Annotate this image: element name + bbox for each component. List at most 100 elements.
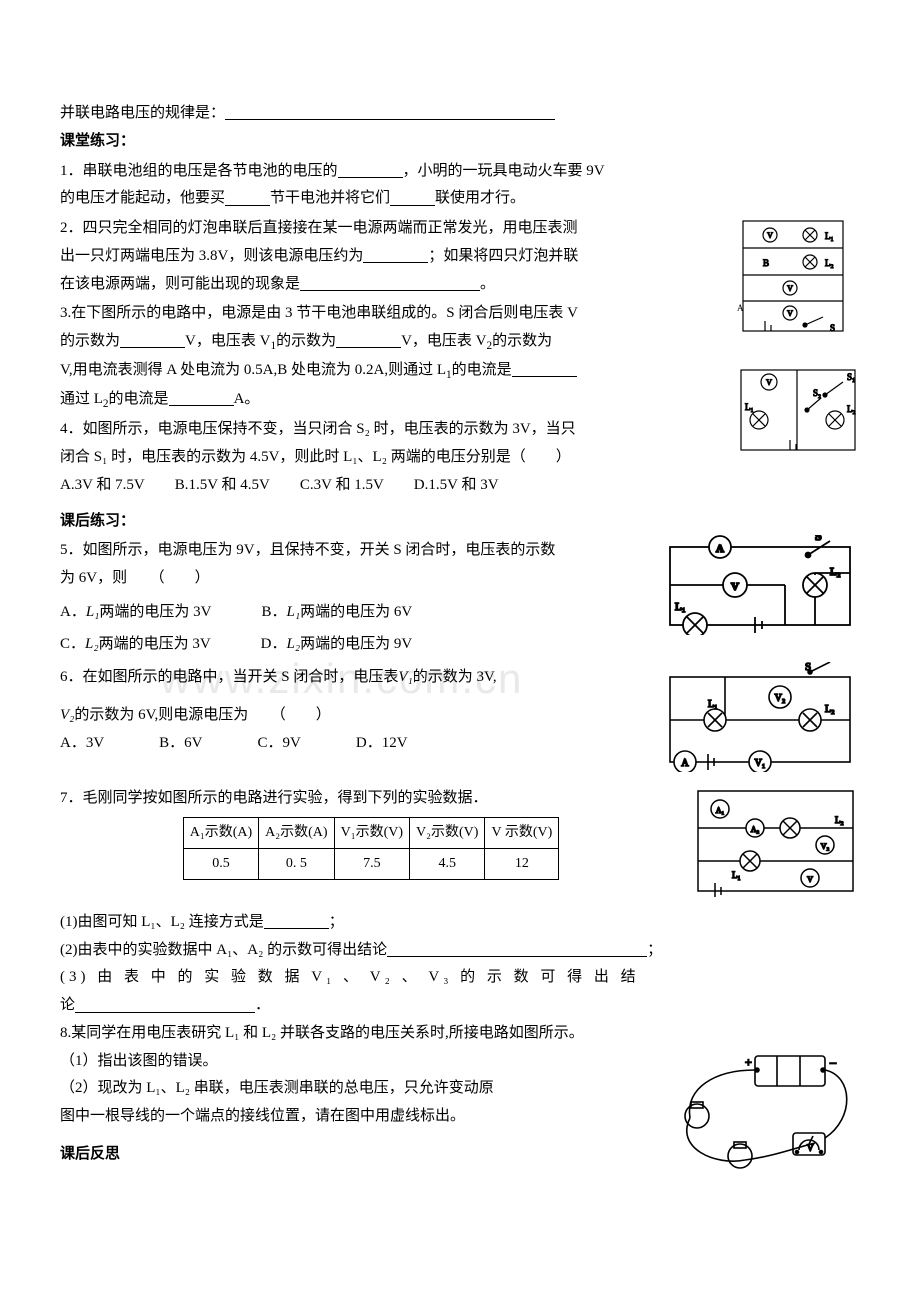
svg-text:S₂: S₂ <box>813 388 821 398</box>
blank <box>169 392 234 406</box>
q2-q3-q4-block: 2．四只完全相同的灯泡串联后直接接在某一电源两端而正常发光，用电压表测 出一只灯… <box>60 213 860 500</box>
q4-optB: B.1.5V 和 4.5V <box>175 472 270 500</box>
th-v1: V₁示数(V) <box>334 817 409 848</box>
question-4: 4．如图所示，电源电压保持不变，当只闭合 S₂ 时，电压表的示数为 3V，当只 … <box>60 416 727 499</box>
svg-text:L₂: L₂ <box>847 404 856 414</box>
q5-optD: D．L₂两端的电压为 9V <box>261 631 413 659</box>
circuit-diagram-q3: V L₁ L₂ B V V S A <box>735 213 850 343</box>
q6-v1: V₁ <box>398 669 412 685</box>
svg-text:S: S <box>830 323 835 333</box>
q7-sub1: (1)由图可知 L₁、L₂ 连接方式是； <box>60 909 860 937</box>
question-6: 6．在如图所示的电路中，当开关 S 闭合时，电压表V₁的示数为 3V, V₂的示… <box>60 664 652 730</box>
q6-figure: S V₂ L₁ L₂ A V₁ <box>660 662 860 783</box>
table-data-row: 0.5 0. 5 7.5 4.5 12 <box>183 848 559 879</box>
td-4: 12 <box>485 848 559 879</box>
q4-l2: 闭合 S₁ 时，电压表的示数为 4.5V，则此时 L₁、L₂ 两端的电压分别是（… <box>60 449 571 465</box>
svg-text:L₁: L₁ <box>745 402 754 412</box>
svg-text:V: V <box>787 309 793 318</box>
circuit-diagram-q7: A₁ L₂ A₂ V₂ L₁ V <box>690 783 860 898</box>
svg-text:L₁: L₁ <box>708 699 718 710</box>
svg-text:B: B <box>763 258 769 268</box>
svg-text:L₁: L₁ <box>825 231 834 241</box>
question-8-intro: 8.某同学在用电压表研究 L₁ 和 L₂ 并联各支路的电压关系时,所接电路如图所… <box>60 1020 860 1048</box>
circuit-drawing-q8: + – V <box>665 1048 860 1178</box>
question-5-block: 5．如图所示，电源电压为 9V，且保持不变，开关 S 闭合时，电压表的示数 为 … <box>60 535 860 662</box>
td-1: 0. 5 <box>259 848 334 879</box>
svg-text:A: A <box>681 758 689 769</box>
question-6-block: 6．在如图所示的电路中，当开关 S 闭合时，电压表V₁的示数为 3V, V₂的示… <box>60 662 860 783</box>
q6-v2: V₂ <box>60 707 74 723</box>
th-a2: A₂示数(A) <box>259 817 334 848</box>
q4-l1: 4．如图所示，电源电压保持不变，当只闭合 S₂ 时，电压表的示数为 3V，当只 <box>60 421 576 437</box>
svg-text:L₁: L₁ <box>732 870 741 880</box>
question-8-block: （1）指出该图的错误。 （2）现改为 L₁、L₂ 串联，电压表测串联的总电压，只… <box>60 1048 860 1189</box>
figures-column-1: V L₁ L₂ B V V S A <box>735 213 860 471</box>
svg-text:L₂: L₂ <box>825 704 835 715</box>
q5-l2: 为 6V，则 （ ） <box>60 570 210 586</box>
svg-text:V₂: V₂ <box>775 693 786 704</box>
q3-l3b: 的电流是 <box>452 362 512 378</box>
blank <box>225 107 555 121</box>
q3-l4c: A。 <box>234 391 260 407</box>
question-2: 2．四只完全相同的灯泡串联后直接接在某一电源两端而正常发光，用电压表测 出一只灯… <box>60 215 727 298</box>
blank <box>336 335 401 349</box>
blank <box>300 277 480 291</box>
blank <box>120 335 185 349</box>
svg-text:V: V <box>766 378 772 387</box>
blank <box>390 192 435 206</box>
q5-figure: A S L₂ V L₁ <box>660 535 860 646</box>
q5-optB: B．L₁两端的电压为 6V <box>262 599 413 627</box>
q1-text3: 的电压才能起动，他要买 <box>60 190 225 206</box>
q2-l3a: 在该电源两端，则可能出现的现象是 <box>60 276 300 292</box>
svg-text:V₂: V₂ <box>821 842 830 851</box>
svg-text:V₁: V₁ <box>755 758 766 769</box>
page-content: 并联电路电压的规律是： 课堂练习： 1．串联电池组的电压是各节电池的电压的，小明… <box>60 100 860 1188</box>
svg-text:L₂: L₂ <box>830 566 841 578</box>
svg-text:L₂: L₂ <box>825 258 834 268</box>
section-reflection-title: 课后反思 <box>60 1141 657 1169</box>
blank <box>363 250 428 264</box>
td-0: 0.5 <box>183 848 258 879</box>
svg-text:S: S <box>805 662 811 673</box>
circuit-diagram-q6: S V₂ L₁ L₂ A V₁ <box>660 662 860 772</box>
q6-optA: A．3V <box>60 730 104 758</box>
section-classwork-title: 课堂练习： <box>60 128 860 156</box>
q1-text2: ，小明的一玩具电动火车要 9V <box>403 163 605 179</box>
q7-sub3a: (3) 由 表 中 的 实 验 数 据 V₁ 、 V₂ 、 V₃ 的 示 数 可… <box>60 964 860 992</box>
q6-options: A．3V B．6V C．9V D．12V <box>60 730 652 758</box>
q4-optA: A.3V 和 7.5V <box>60 472 145 500</box>
svg-text:V: V <box>767 231 773 240</box>
q7-l1: 7．毛刚同学按如图所示的电路进行实验，得到下列的实验数据． <box>60 790 488 806</box>
circuit-diagram-q5: A S L₂ V L₁ <box>660 535 860 635</box>
svg-text:L₁: L₁ <box>675 601 686 613</box>
q6-l1b: 的示数为 3V, <box>413 669 497 685</box>
question-7: 7．毛刚同学按如图所示的电路进行实验，得到下列的实验数据． <box>60 785 682 813</box>
q2-l2b: ；如果将四只灯泡并联 <box>428 248 578 264</box>
q4-options: A.3V 和 7.5V B.1.5V 和 4.5V C.3V 和 1.5V D.… <box>60 472 727 500</box>
svg-text:–: – <box>829 1055 837 1069</box>
td-3: 4.5 <box>410 848 485 879</box>
question-5: 5．如图所示，电源电压为 9V，且保持不变，开关 S 闭合时，电压表的示数 为 … <box>60 537 652 593</box>
q4-optC: C.3V 和 1.5V <box>300 472 384 500</box>
q7-data-table: A₁示数(A) A₂示数(A) V₁示数(V) V₂示数(V) V 示数(V) … <box>183 817 560 880</box>
svg-text:+: + <box>745 1055 752 1069</box>
th-a1: A₁示数(A) <box>183 817 258 848</box>
blank <box>387 944 647 958</box>
td-2: 7.5 <box>334 848 409 879</box>
svg-text:L₂: L₂ <box>835 815 844 825</box>
q1-text1: 1．串联电池组的电压是各节电池的电压的 <box>60 163 338 179</box>
q6-l1a: 6．在如图所示的电路中，当开关 S 闭合时，电压表 <box>60 669 398 685</box>
q2-l3b: 。 <box>480 276 495 292</box>
th-v: V 示数(V) <box>485 817 559 848</box>
svg-text:A: A <box>737 303 744 313</box>
blank <box>75 999 255 1013</box>
question-3: 3.在下图所示的电路中，电源是由 3 节干电池串联组成的。S 闭合后则电压表 V… <box>60 300 727 414</box>
q3-l1: 3.在下图所示的电路中，电源是由 3 节干电池串联组成的。S 闭合后则电压表 V <box>60 305 578 321</box>
svg-text:A₁: A₁ <box>716 806 725 815</box>
q2-l1: 2．四只完全相同的灯泡串联后直接接在某一电源两端而正常发光，用电压表测 <box>60 220 578 236</box>
q8-s2: （2）现改为 L₁、L₂ 串联，电压表测串联的总电压，只允许变动原 图中一根导线… <box>60 1075 657 1131</box>
q3-l2a: 的示数为 <box>60 333 120 349</box>
svg-text:V: V <box>807 1143 814 1153</box>
q6-l2b: 的示数为 6V,则电源电压为 （ ） <box>74 707 330 723</box>
section-homework-title: 课后练习： <box>60 508 860 536</box>
